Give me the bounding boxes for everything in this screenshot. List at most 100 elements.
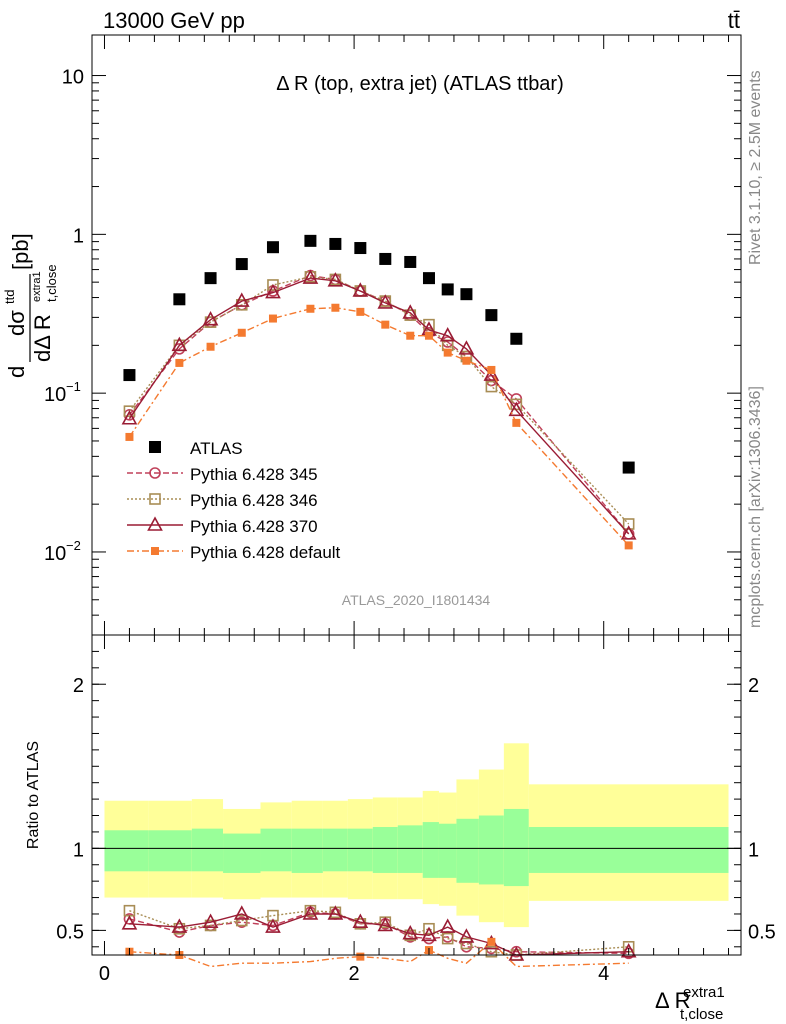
main-point: [265, 283, 281, 299]
mcplots-label: mcplots.cern.ch [arXiv:1306.3436]: [747, 386, 764, 628]
main-series-line: [128, 277, 630, 535]
x-label-sub: t,close: [680, 1006, 723, 1023]
main-point: [329, 237, 342, 250]
uncertainty-band-green: [191, 828, 224, 872]
y-tick-exponent: −1: [66, 379, 81, 394]
ratio-point: [508, 946, 525, 961]
legend-label: Pythia 6.428 default: [190, 543, 341, 562]
ratio-point: [402, 924, 419, 940]
main-point: [173, 293, 186, 306]
uncertainty-band-green: [528, 827, 729, 873]
ratio-point: [439, 918, 456, 933]
ratio-point: [302, 905, 319, 920]
main-point: [233, 292, 250, 307]
y-label-num: dσ: [4, 310, 29, 336]
ratio-y-axis-label: Ratio to ATLAS: [25, 741, 42, 849]
ratio-axes: 0.5 0.5 1 1 2 2 0 2 4: [56, 635, 776, 985]
main-point: [441, 283, 454, 296]
main-point: [620, 525, 637, 540]
main-series-line: [128, 274, 630, 535]
main-series-0: [123, 234, 635, 474]
ratio-point: [171, 918, 188, 933]
ratio-point: [423, 922, 435, 935]
ratio-point: [620, 943, 637, 958]
ratio-point: [377, 916, 394, 932]
main-point: [352, 282, 369, 297]
legend-label: Pythia 6.428 370: [190, 517, 318, 536]
main-point: [624, 541, 633, 550]
ratio-y-tick-label: 1: [73, 839, 84, 861]
main-point: [424, 331, 433, 340]
analysis-watermark: ATLAS_2020_I1801434: [342, 592, 491, 608]
main-point: [171, 336, 188, 352]
y-label-den-sub: t,close: [44, 264, 59, 302]
uncertainty-band-green: [478, 815, 504, 885]
main-point: [123, 369, 136, 382]
main-point: [267, 279, 279, 291]
x-axis-label: Δ R t,close extra1: [655, 984, 725, 1023]
main-point: [121, 410, 138, 425]
legend-marker: [151, 547, 159, 555]
legend: ATLAS Pythia 6.428 345 Pythia 6.428 346 Pyt…: [127, 439, 341, 562]
main-point: [508, 401, 525, 417]
ratio-y-tick-label: 0.5: [56, 921, 84, 943]
ratio-panel: 0.5 0.5 1 1 2 2 0 2 4 Ratio to ATLAS: [25, 634, 776, 985]
ratio-point: [458, 928, 475, 943]
energy-label: 13000 GeV pp: [103, 8, 245, 33]
main-point: [206, 342, 215, 351]
y-label-d: d: [4, 366, 29, 378]
legend-marker: [149, 441, 161, 453]
ratio-point: [235, 914, 248, 927]
ratio-point: [327, 905, 344, 920]
main-series-4: [125, 303, 633, 550]
legend-marker: [149, 467, 161, 479]
ratio-frame: [91, 634, 742, 956]
uncertainty-band-green: [104, 830, 149, 872]
main-point: [458, 340, 475, 355]
y-tick-label: 1: [73, 225, 84, 247]
main-series-line: [128, 276, 630, 525]
ratio-point: [487, 937, 496, 946]
uncertainty-band-green: [372, 827, 398, 873]
main-point: [512, 418, 521, 427]
main-point: [460, 288, 473, 301]
main-point: [175, 358, 184, 367]
ratio-point: [265, 918, 281, 933]
main-point: [443, 348, 452, 357]
main-point: [402, 304, 419, 319]
y-tick-exponent: −2: [66, 538, 81, 553]
main-point: [622, 461, 635, 474]
main-y-axis-label: d dσ ttd dΔ R t,close extra1 [pb]: [2, 233, 59, 378]
uncertainty-band-green: [397, 825, 423, 873]
main-point: [302, 269, 319, 284]
main-point: [404, 255, 417, 268]
ratio-y-tick-label-right: 1: [748, 839, 759, 861]
x-label-sup: extra1: [683, 984, 725, 1001]
ratio-y-tick-label: 2: [73, 675, 84, 697]
uncertainty-band-green: [322, 828, 348, 872]
uncertainty-band-green: [347, 828, 373, 872]
main-point: [306, 304, 315, 313]
main-point: [483, 366, 500, 381]
main-series-line: [128, 306, 630, 546]
uncertainty-band-green: [291, 828, 323, 873]
main-point: [266, 241, 279, 254]
uncertainty-band-green: [223, 833, 261, 873]
uncertainty-band-green: [148, 830, 192, 872]
legend-label: ATLAS: [190, 439, 243, 458]
main-point: [462, 356, 471, 365]
main-point: [235, 258, 248, 271]
main-point: [406, 331, 415, 340]
main-point: [202, 311, 219, 326]
rivet-version-label: Rivet 3.1.10, ≥ 2.5M events: [747, 70, 764, 265]
main-point: [485, 309, 498, 322]
main-series-3: [121, 269, 637, 540]
y-label-den: dΔ R: [30, 314, 55, 362]
ratio-point: [202, 913, 219, 928]
main-data-layer: [121, 234, 637, 550]
ratio-point: [352, 913, 369, 928]
main-point: [422, 272, 435, 285]
y-label-unit: [pb]: [8, 233, 33, 270]
